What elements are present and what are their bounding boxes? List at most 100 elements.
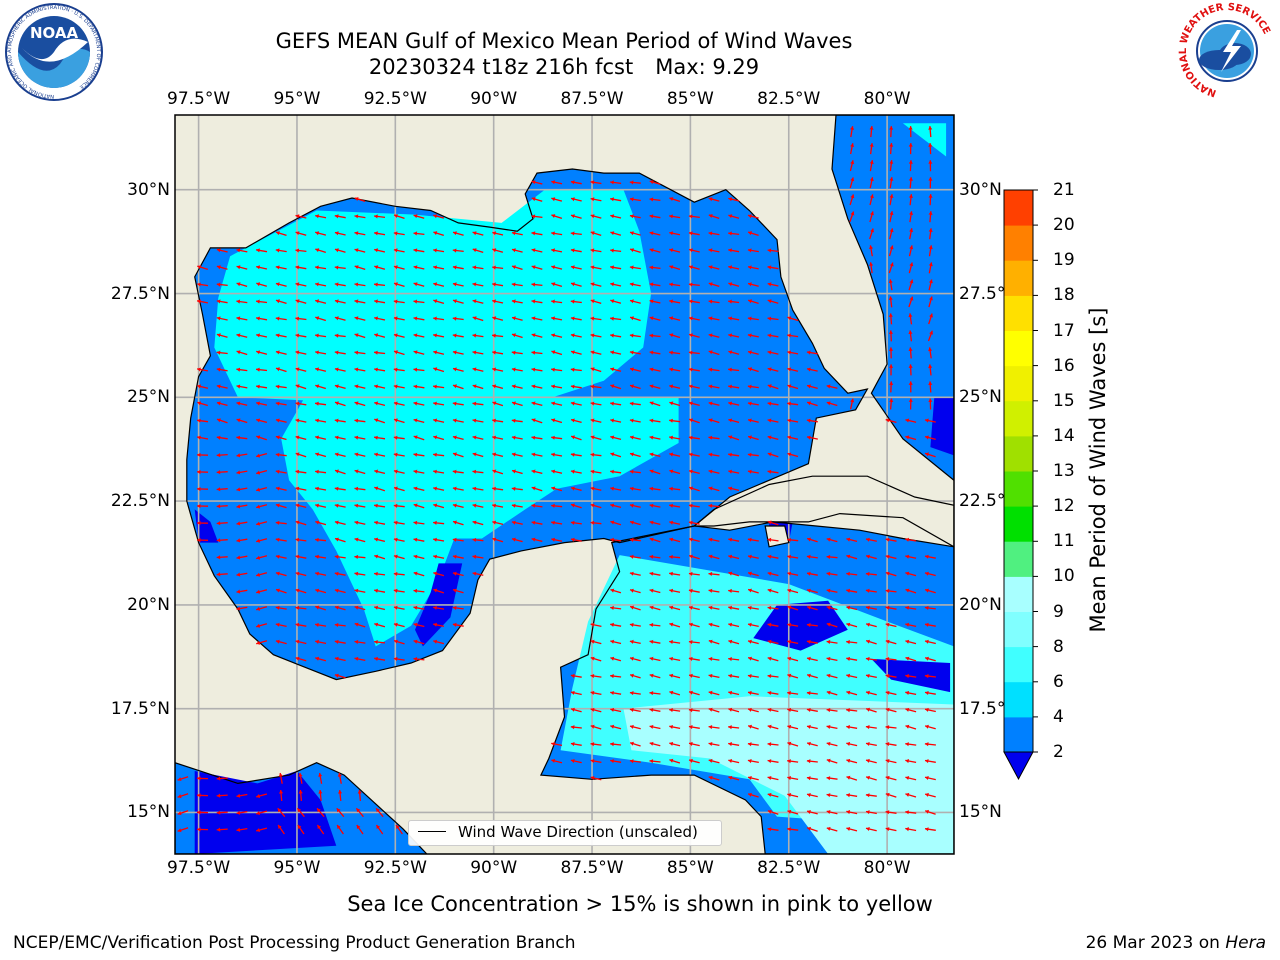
wave-direction-arrow	[747, 554, 759, 559]
wave-direction-arrow	[708, 707, 720, 713]
wave-direction-arrow	[374, 588, 386, 593]
wave-direction-arrow	[256, 538, 268, 543]
wave-direction-arrow	[413, 350, 425, 355]
wave-direction-arrow	[472, 333, 484, 338]
latitude-tick-label: 25°N	[127, 387, 170, 408]
wave-direction-arrow	[728, 622, 740, 628]
wave-direction-arrow	[177, 810, 189, 816]
wave-direction-arrow	[826, 384, 838, 389]
wave-direction-arrow	[728, 759, 740, 764]
wave-direction-arrow	[610, 503, 622, 509]
colorbar-tick-label: 9	[1053, 601, 1064, 622]
wave-direction-arrow	[374, 605, 386, 611]
wave-direction-arrow	[275, 418, 287, 423]
wave-direction-arrow	[275, 503, 287, 509]
wave-direction-arrow	[767, 605, 779, 610]
wave-direction-arrow	[315, 656, 327, 662]
wave-direction-arrow	[216, 350, 228, 355]
wave-direction-arrow	[374, 282, 386, 287]
wave-direction-arrow	[688, 640, 700, 645]
wave-direction-arrow	[511, 503, 523, 508]
wave-direction-arrow	[334, 367, 346, 372]
wave-direction-arrow	[196, 299, 209, 304]
wave-direction-arrow	[570, 537, 582, 542]
colorbar-segment	[1004, 681, 1033, 718]
wave-direction-arrow	[570, 350, 582, 355]
wave-direction-arrow	[708, 265, 720, 270]
wave-direction-arrow	[275, 554, 287, 559]
wave-direction-arrow	[747, 248, 759, 253]
wave-direction-arrow	[846, 725, 858, 730]
wave-direction-arrow	[492, 520, 504, 526]
wave-direction-arrow	[590, 469, 602, 474]
wave-direction-arrow	[374, 656, 386, 661]
wave-direction-arrow	[629, 367, 641, 372]
wave-direction-arrow	[669, 231, 681, 236]
wave-direction-arrow	[551, 367, 563, 372]
wave-direction-arrow	[551, 248, 563, 253]
wave-direction-arrow	[649, 639, 661, 644]
wave-direction-arrow	[669, 469, 681, 475]
wave-direction-arrow	[865, 690, 877, 696]
wave-direction-arrow	[806, 708, 818, 712]
wave-direction-arrow	[629, 691, 641, 696]
wave-direction-arrow	[393, 248, 405, 253]
wave-direction-arrow	[413, 316, 425, 321]
wave-direction-arrow	[590, 656, 602, 662]
wave-direction-arrow	[511, 248, 523, 253]
wave-direction-arrow	[393, 503, 405, 508]
wave-direction-arrow	[375, 824, 384, 835]
wave-direction-arrow	[551, 469, 563, 474]
org-credit: NCEP/EMC/Verification Post Processing Pr…	[13, 933, 576, 953]
wave-direction-arrow	[928, 279, 933, 291]
wave-direction-arrow	[255, 384, 268, 389]
wave-direction-arrow	[610, 401, 622, 406]
wave-direction-arrow	[708, 469, 720, 474]
wave-direction-arrow	[688, 503, 700, 508]
wave-direction-arrow	[277, 824, 285, 835]
wave-direction-arrow	[551, 333, 563, 338]
wave-direction-arrow	[869, 228, 874, 240]
wave-direction-arrow	[669, 333, 681, 339]
wave-direction-arrow	[669, 282, 681, 287]
wave-direction-arrow	[393, 588, 405, 593]
wave-direction-arrow	[334, 231, 346, 236]
wave-direction-arrow	[629, 622, 641, 627]
wave-direction-arrow	[433, 588, 445, 594]
colorbar-segment	[1004, 646, 1033, 683]
wave-direction-arrow	[256, 555, 268, 560]
wave-direction-arrow	[728, 418, 740, 424]
wave-direction-arrow	[767, 316, 779, 321]
wave-direction-arrow	[570, 759, 582, 764]
wave-direction-arrow	[531, 435, 543, 440]
wave-direction-arrow	[413, 214, 425, 219]
wave-direction-arrow	[570, 707, 582, 713]
wave-direction-arrow	[708, 588, 720, 593]
wave-direction-arrow	[767, 588, 779, 594]
longitude-tick-label: 97.5°W	[167, 89, 231, 109]
wave-direction-arrow	[849, 194, 855, 206]
wave-direction-arrow	[236, 572, 248, 577]
wave-direction-arrow	[688, 656, 700, 661]
wave-direction-arrow	[314, 486, 327, 491]
wave-direction-arrow	[889, 228, 894, 240]
wave-direction-arrow	[787, 316, 799, 322]
wave-direction-arrow	[413, 452, 425, 457]
wave-direction-arrow	[433, 435, 445, 441]
wave-direction-arrow	[570, 673, 582, 678]
colorbar-segment	[1004, 365, 1033, 402]
wave-direction-arrow	[374, 520, 386, 525]
wave-direction-arrow	[570, 265, 582, 270]
wave-direction-arrow	[295, 452, 307, 458]
wave-direction-arrow	[236, 401, 248, 406]
wave-direction-arrow	[767, 367, 779, 372]
wave-direction-arrow	[354, 248, 366, 253]
wave-direction-arrow	[767, 435, 779, 441]
wave-direction-arrow	[297, 824, 305, 835]
wave-direction-arrow	[669, 265, 681, 271]
wave-direction-arrow	[256, 827, 268, 832]
wave-direction-arrow	[905, 742, 917, 747]
wave-direction-arrow	[216, 435, 228, 440]
wave-direction-arrow	[413, 622, 425, 628]
wave-direction-arrow	[826, 401, 838, 407]
